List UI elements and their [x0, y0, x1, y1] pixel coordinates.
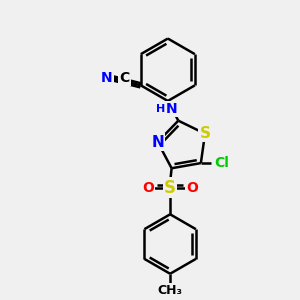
Text: C: C — [119, 71, 130, 85]
Text: N: N — [166, 102, 177, 116]
Text: O: O — [142, 181, 154, 195]
Text: CH₃: CH₃ — [158, 284, 183, 297]
Text: S: S — [164, 178, 176, 196]
Text: H: H — [156, 104, 165, 114]
Text: N: N — [101, 71, 112, 85]
Text: N: N — [151, 134, 164, 149]
Text: S: S — [200, 126, 211, 141]
Text: O: O — [186, 181, 198, 195]
Text: Cl: Cl — [214, 156, 229, 170]
